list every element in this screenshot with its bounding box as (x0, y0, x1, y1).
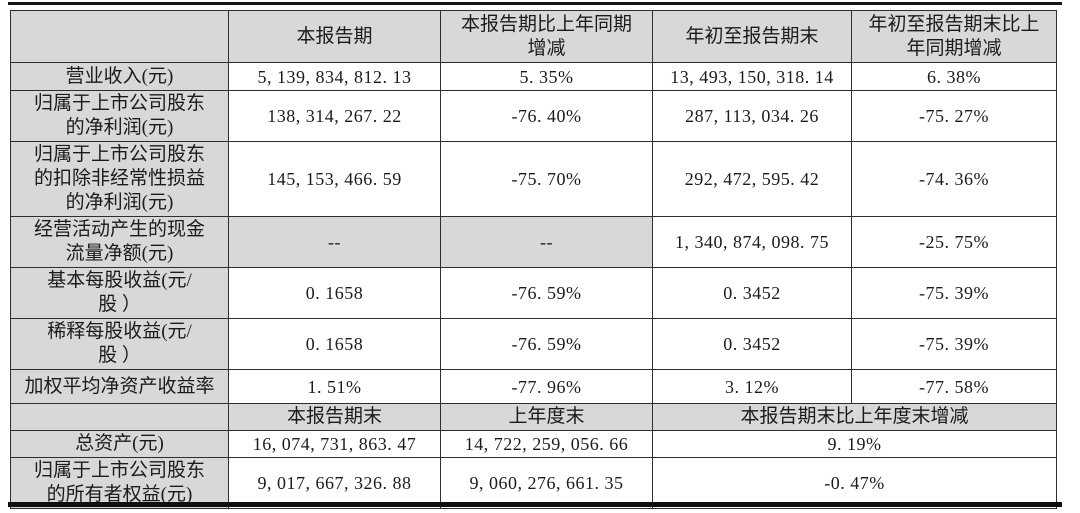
equity-prior-year-end-value: 9, 060, 276, 661. 35 (440, 457, 653, 509)
table-row-equity-attributable: 归属于上市公司股东 的所有者权益(元) 9, 017, 667, 326. 88… (10, 457, 1057, 509)
row-label-weighted-avg-roe: 加权平均净资产收益率 (10, 369, 229, 404)
top-horizontal-rule (8, 2, 1062, 5)
basic-eps-ytd-yoy-change: -75. 39% (851, 267, 1057, 319)
cash-flow-yoy-change-dash: -- (440, 216, 653, 268)
total-assets-change: 9. 19% (652, 430, 1057, 458)
net-profit-current-value: 138, 314, 267. 22 (228, 90, 441, 142)
cash-flow-ytd-yoy-change: -25. 75% (851, 216, 1057, 268)
corner-header-cell (10, 10, 229, 63)
net-profit-yoy-change: -76. 40% (440, 90, 653, 142)
operating-revenue-current-value: 5, 139, 834, 812. 13 (228, 62, 441, 91)
col-header-current-period-yoy-change: 本报告期比上年同期 增减 (440, 10, 653, 63)
col-header-ytd-yoy-change: 年初至报告期末比上 年同期增减 (851, 10, 1057, 63)
cash-flow-current-value-dash: -- (228, 216, 441, 268)
equity-period-end-value: 9, 017, 667, 326. 88 (228, 457, 441, 509)
net-profit-excl-current-value: 145, 153, 466. 59 (228, 141, 441, 217)
basic-eps-ytd-value: 0. 3452 (652, 267, 852, 319)
basic-eps-yoy-change: -76. 59% (440, 267, 653, 319)
row-label-basic-eps: 基本每股收益(元/ 股 ） (10, 267, 229, 319)
col-header-period-end-change: 本报告期末比上年度末增减 (652, 403, 1057, 431)
row-label-operating-revenue: 营业收入(元) (10, 62, 229, 91)
net-profit-excl-ytd-value: 292, 472, 595. 42 (652, 141, 852, 217)
row-label-net-profit-attributable: 归属于上市公司股东 的净利润(元) (10, 90, 229, 142)
corner-header-cell-2 (10, 403, 229, 431)
row-label-diluted-eps: 稀释每股收益(元/ 股 ） (10, 318, 229, 370)
key-financial-data-table: 本报告期 本报告期比上年同期 增减 年初至报告期末 年初至报告期末比上 年同期增… (10, 10, 1057, 509)
table-row-operating-cash-flow: 经营活动产生的现金 流量净额(元) -- -- 1, 340, 874, 098… (10, 216, 1057, 268)
roe-yoy-change: -77. 96% (440, 369, 653, 404)
row-label-total-assets: 总资产(元) (10, 430, 229, 458)
total-assets-period-end-value: 16, 074, 731, 863. 47 (228, 430, 441, 458)
cash-flow-ytd-value: 1, 340, 874, 098. 75 (652, 216, 852, 268)
table-row-weighted-avg-roe: 加权平均净资产收益率 1. 51% -77. 96% 3. 12% -77. 5… (10, 369, 1057, 404)
table-header-row-period-end: 本报告期末 上年度末 本报告期末比上年度末增减 (10, 403, 1057, 431)
operating-revenue-ytd-yoy-change: 6. 38% (851, 62, 1057, 91)
table-row-net-profit-excl-nonrecurring: 归属于上市公司股东 的扣除非经常性损益 的净利润(元) 145, 153, 46… (10, 141, 1057, 217)
table-row-net-profit: 归属于上市公司股东 的净利润(元) 138, 314, 267. 22 -76.… (10, 90, 1057, 142)
row-label-net-profit-excl-nonrecurring: 归属于上市公司股东 的扣除非经常性损益 的净利润(元) (10, 141, 229, 217)
equity-change: -0. 47% (652, 457, 1057, 509)
net-profit-ytd-yoy-change: -75. 27% (851, 90, 1057, 142)
diluted-eps-yoy-change: -76. 59% (440, 318, 653, 370)
diluted-eps-ytd-yoy-change: -75. 39% (851, 318, 1057, 370)
diluted-eps-current-value: 0. 1658 (228, 318, 441, 370)
net-profit-excl-ytd-yoy-change: -74. 36% (851, 141, 1057, 217)
table-row-operating-revenue: 营业收入(元) 5, 139, 834, 812. 13 5. 35% 13, … (10, 62, 1057, 91)
table-row-basic-eps: 基本每股收益(元/ 股 ） 0. 1658 -76. 59% 0. 3452 -… (10, 267, 1057, 319)
basic-eps-current-value: 0. 1658 (228, 267, 441, 319)
net-profit-ytd-value: 287, 113, 034. 26 (652, 90, 852, 142)
table-row-total-assets: 总资产(元) 16, 074, 731, 863. 47 14, 722, 25… (10, 430, 1057, 458)
operating-revenue-ytd-value: 13, 493, 150, 318. 14 (652, 62, 852, 91)
roe-ytd-value: 3. 12% (652, 369, 852, 404)
net-profit-excl-yoy-change: -75. 70% (440, 141, 653, 217)
roe-current-value: 1. 51% (228, 369, 441, 404)
col-header-prior-year-end: 上年度末 (440, 403, 653, 431)
table-row-diluted-eps: 稀释每股收益(元/ 股 ） 0. 1658 -76. 59% 0. 3452 -… (10, 318, 1057, 370)
col-header-period-end: 本报告期末 (228, 403, 441, 431)
row-label-operating-cash-flow: 经营活动产生的现金 流量净额(元) (10, 216, 229, 268)
total-assets-prior-year-end-value: 14, 722, 259, 056. 66 (440, 430, 653, 458)
table-header-row-period: 本报告期 本报告期比上年同期 增减 年初至报告期末 年初至报告期末比上 年同期增… (10, 10, 1057, 63)
col-header-ytd: 年初至报告期末 (652, 10, 852, 63)
roe-ytd-yoy-change: -77. 58% (851, 369, 1057, 404)
operating-revenue-yoy-change: 5. 35% (440, 62, 653, 91)
col-header-current-period: 本报告期 (228, 10, 441, 63)
diluted-eps-ytd-value: 0. 3452 (652, 318, 852, 370)
bottom-horizontal-rule (8, 502, 1062, 507)
row-label-equity-attributable: 归属于上市公司股东 的所有者权益(元) (10, 457, 229, 509)
